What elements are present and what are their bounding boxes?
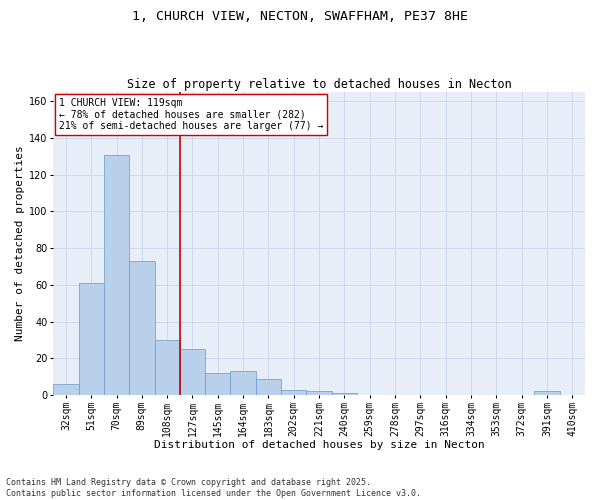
Bar: [104, 154, 129, 395]
Bar: [79, 283, 104, 395]
Y-axis label: Number of detached properties: Number of detached properties: [15, 146, 25, 342]
Title: Size of property relative to detached houses in Necton: Size of property relative to detached ho…: [127, 78, 511, 91]
Bar: [281, 390, 307, 395]
Bar: [332, 393, 357, 395]
Bar: [256, 378, 281, 395]
Bar: [180, 349, 205, 395]
Bar: [155, 340, 180, 395]
Text: 1, CHURCH VIEW, NECTON, SWAFFHAM, PE37 8HE: 1, CHURCH VIEW, NECTON, SWAFFHAM, PE37 8…: [132, 10, 468, 23]
Bar: [205, 373, 230, 395]
Bar: [535, 392, 560, 395]
Bar: [129, 261, 155, 395]
Text: 1 CHURCH VIEW: 119sqm
← 78% of detached houses are smaller (282)
21% of semi-det: 1 CHURCH VIEW: 119sqm ← 78% of detached …: [59, 98, 323, 132]
X-axis label: Distribution of detached houses by size in Necton: Distribution of detached houses by size …: [154, 440, 484, 450]
Bar: [230, 371, 256, 395]
Bar: [53, 384, 79, 395]
Bar: [307, 392, 332, 395]
Text: Contains HM Land Registry data © Crown copyright and database right 2025.
Contai: Contains HM Land Registry data © Crown c…: [6, 478, 421, 498]
